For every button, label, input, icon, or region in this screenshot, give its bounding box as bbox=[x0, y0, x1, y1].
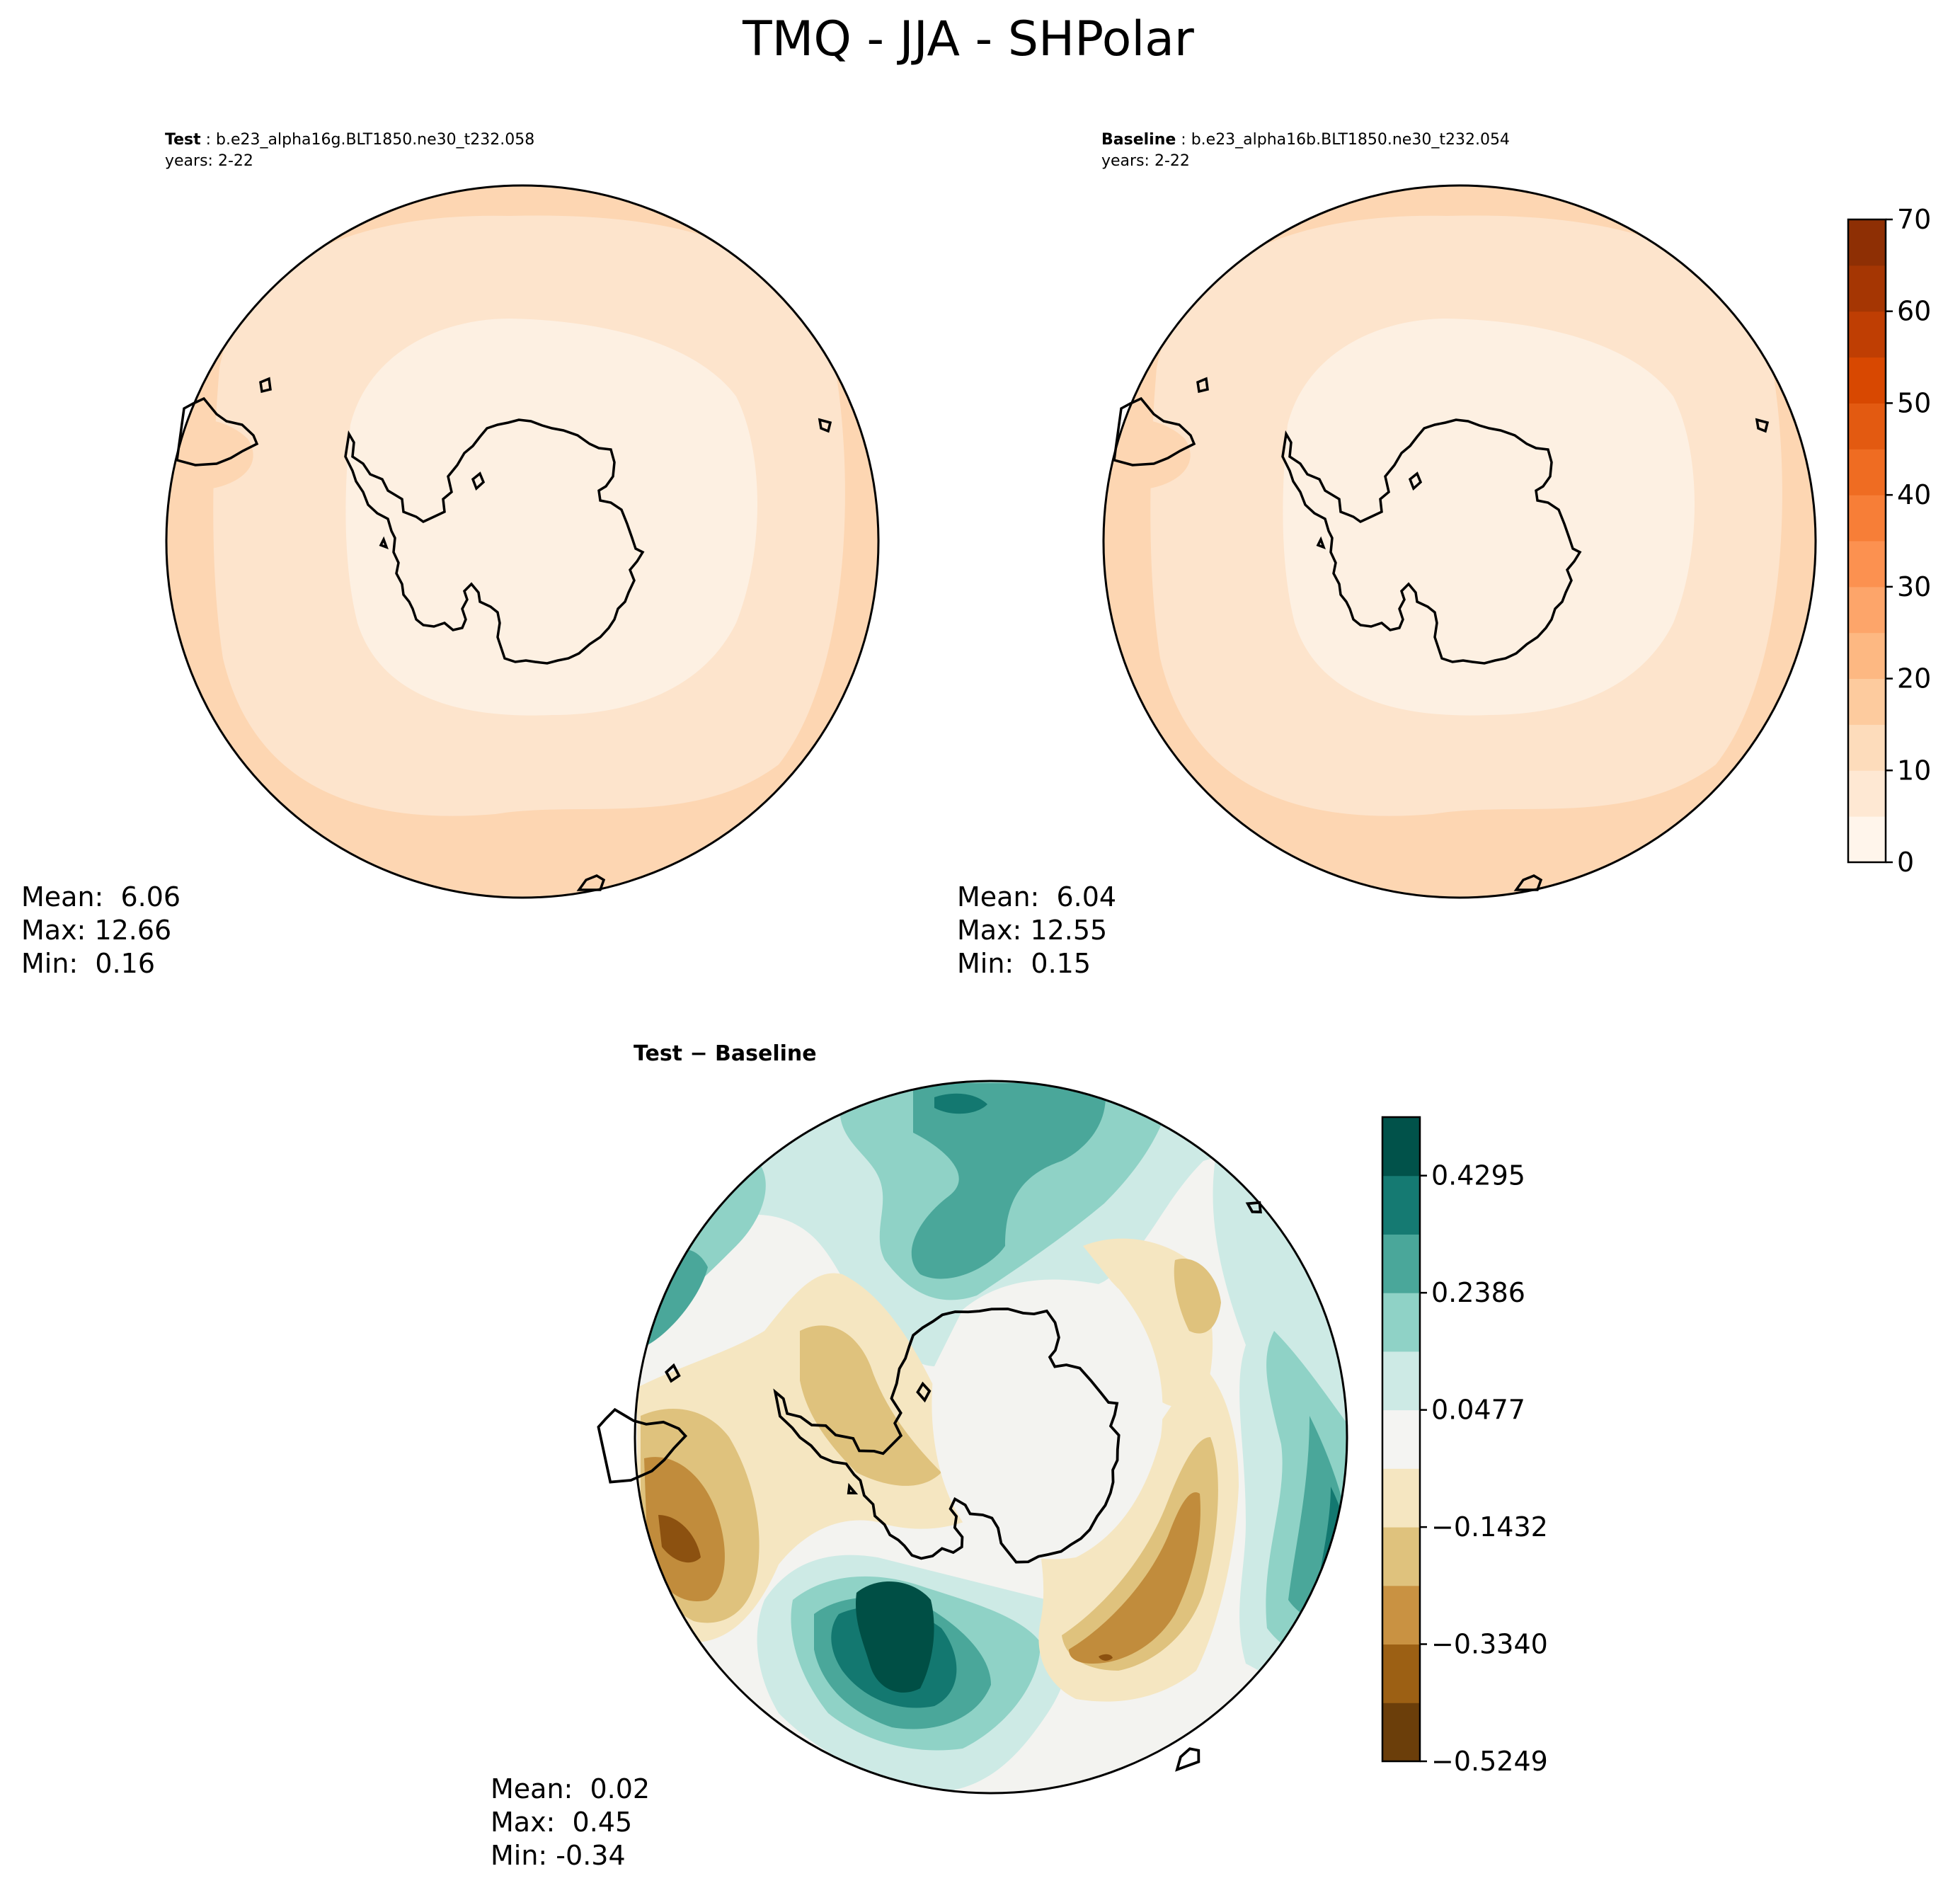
colorbar-difference-segment bbox=[1382, 1293, 1420, 1352]
colorbar-difference: 0.4295 0.2386 0.0477 −0.1432 −0.3340 −0.5249 bbox=[1381, 1116, 1548, 1777]
contour-band-outer-left bbox=[1104, 418, 1191, 488]
colorbar-absolute-segment bbox=[1848, 265, 1886, 312]
colorbar-absolute-segment bbox=[1848, 449, 1886, 496]
colorbar-absolute: 0 10 20 30 40 50 60 70 bbox=[1847, 204, 1931, 878]
colorbar-absolute-segment bbox=[1848, 219, 1886, 266]
colorbar-difference-segments bbox=[1382, 1117, 1420, 1762]
panel-difference-subtitle: Test − Baseline bbox=[634, 1041, 817, 1066]
colorbar-absolute-segment bbox=[1848, 770, 1886, 817]
diff-antarctica-interior bbox=[932, 1279, 1163, 1560]
diff-band-br-dark bbox=[1099, 1654, 1113, 1661]
diff-band-br-brown bbox=[1069, 1492, 1200, 1664]
panel-test: Test : b.e23_alpha16g.BLT1850.ne30_t232.… bbox=[21, 131, 880, 979]
panel-baseline-years: years: 2-22 bbox=[1101, 152, 1190, 170]
stat-mean: Mean: 6.04 bbox=[957, 881, 1116, 912]
contour-band-inner bbox=[1283, 319, 1695, 716]
colorbar-absolute-segment bbox=[1848, 678, 1886, 725]
colorbar-absolute-segment bbox=[1848, 311, 1886, 358]
panel-difference: Test − Baseline bbox=[491, 1041, 1348, 1871]
diff-band-east-tan-mid bbox=[1174, 1259, 1221, 1334]
panel-baseline-case: : b.e23_alpha16b.BLT1850.ne30_t232.054 bbox=[1176, 131, 1510, 149]
colorbar-absolute-segment bbox=[1848, 495, 1886, 542]
panel-difference-stats: Mean: 0.02 Max: 0.45 Min: -0.34 bbox=[491, 1773, 650, 1871]
panel-baseline-subtitle: Baseline : b.e23_alpha16b.BLT1850.ne30_t… bbox=[1101, 131, 1510, 149]
colorbar-difference-segment bbox=[1382, 1644, 1420, 1703]
map-test-boundary bbox=[165, 184, 880, 899]
panel-test-subtitle: Test : b.e23_alpha16g.BLT1850.ne30_t232.… bbox=[165, 131, 534, 149]
stat-max: Max: 12.55 bbox=[957, 915, 1107, 946]
map-baseline bbox=[1104, 185, 1816, 898]
diff-band-darkbrown bbox=[658, 1515, 701, 1563]
diff-band-br-tan-mid bbox=[1062, 1437, 1218, 1671]
stat-mean: Mean: 0.02 bbox=[491, 1773, 650, 1804]
colorbar-absolute-segment bbox=[1848, 632, 1886, 680]
colorbar-absolute-tick-label: 60 bbox=[1897, 296, 1931, 327]
colorbar-absolute-tick-label: 0 bbox=[1897, 847, 1914, 878]
panel-test-years: years: 2-22 bbox=[165, 152, 253, 170]
stat-max: Max: 12.66 bbox=[21, 915, 171, 946]
colorbar-absolute-segment bbox=[1848, 586, 1886, 634]
colorbar-absolute-segment bbox=[1848, 403, 1886, 450]
colorbar-absolute-tick-label: 30 bbox=[1897, 571, 1931, 602]
colorbar-absolute-segment bbox=[1848, 541, 1886, 588]
colorbar-difference-segment bbox=[1382, 1175, 1420, 1235]
colorbar-absolute-tick-label: 10 bbox=[1897, 755, 1931, 786]
colorbar-absolute-ticks: 0 10 20 30 40 50 60 70 bbox=[1886, 204, 1931, 878]
stat-min: Min: -0.34 bbox=[491, 1840, 626, 1871]
colorbar-difference-tick-label: 0.0477 bbox=[1431, 1395, 1525, 1426]
colorbar-difference-segment bbox=[1382, 1703, 1420, 1762]
diff-band-top-dark bbox=[911, 1083, 1106, 1279]
colorbar-absolute-segment bbox=[1848, 357, 1886, 404]
colorbar-difference-tick-label: 0.4295 bbox=[1431, 1160, 1525, 1191]
colorbar-difference-tick-label: 0.2386 bbox=[1431, 1277, 1525, 1308]
colorbar-difference-segment bbox=[1382, 1117, 1420, 1177]
colorbar-absolute-frame bbox=[1847, 218, 1887, 864]
stat-min: Min: 0.15 bbox=[957, 948, 1091, 979]
colorbar-absolute-segment bbox=[1848, 724, 1886, 771]
stat-min: Min: 0.16 bbox=[21, 948, 155, 979]
panel-baseline-label: Baseline bbox=[1101, 131, 1176, 149]
map-difference-boundary bbox=[634, 1080, 1348, 1795]
colorbar-difference-segment bbox=[1382, 1585, 1420, 1645]
colorbar-difference-segment bbox=[1382, 1234, 1420, 1293]
map-difference bbox=[635, 1081, 1347, 1793]
figure-title: TMQ - JJA - SHPolar bbox=[742, 11, 1194, 67]
colorbar-difference-tick-label: −0.3340 bbox=[1431, 1629, 1548, 1660]
colorbar-difference-segment bbox=[1382, 1527, 1420, 1586]
diff-band-bottom-darkest bbox=[856, 1581, 934, 1693]
panel-test-stats: Mean: 6.06 Max: 12.66 Min: 0.16 bbox=[21, 881, 180, 979]
contour-band-outer-left bbox=[166, 418, 253, 488]
colorbar-difference-frame bbox=[1381, 1116, 1421, 1763]
panel-baseline: Baseline : b.e23_alpha16b.BLT1850.ne30_t… bbox=[957, 131, 1817, 979]
colorbar-difference-tick-label: −0.5249 bbox=[1431, 1746, 1548, 1777]
colorbar-absolute-segments bbox=[1848, 219, 1886, 863]
diff-band-tan-mid2 bbox=[800, 1325, 941, 1486]
colorbar-difference-segment bbox=[1382, 1351, 1420, 1411]
contour-band-inner bbox=[345, 319, 757, 716]
diff-band-top-darkest bbox=[934, 1093, 987, 1114]
stat-mean: Mean: 6.06 bbox=[21, 881, 180, 912]
colorbar-absolute-tick-label: 50 bbox=[1897, 387, 1931, 418]
colorbar-absolute-tick-label: 40 bbox=[1897, 479, 1931, 510]
colorbar-difference-ticks: 0.4295 0.2386 0.0477 −0.1432 −0.3340 −0.5249 bbox=[1420, 1160, 1548, 1777]
colorbar-difference-tick-label: −0.1432 bbox=[1431, 1511, 1548, 1543]
colorbar-absolute-tick-label: 20 bbox=[1897, 663, 1931, 694]
colorbar-difference-segment bbox=[1382, 1409, 1420, 1469]
colorbar-absolute-tick-label: 70 bbox=[1897, 204, 1931, 235]
colorbar-absolute-segment bbox=[1848, 816, 1886, 863]
stat-max: Max: 0.45 bbox=[491, 1807, 632, 1838]
panel-test-case: : b.e23_alpha16g.BLT1850.ne30_t232.058 bbox=[201, 131, 535, 149]
map-test bbox=[166, 185, 878, 898]
colorbar-difference-segment bbox=[1382, 1468, 1420, 1528]
panel-baseline-stats: Mean: 6.04 Max: 12.55 Min: 0.15 bbox=[957, 881, 1116, 979]
map-baseline-boundary bbox=[1102, 184, 1817, 899]
panel-test-label: Test bbox=[165, 131, 201, 149]
